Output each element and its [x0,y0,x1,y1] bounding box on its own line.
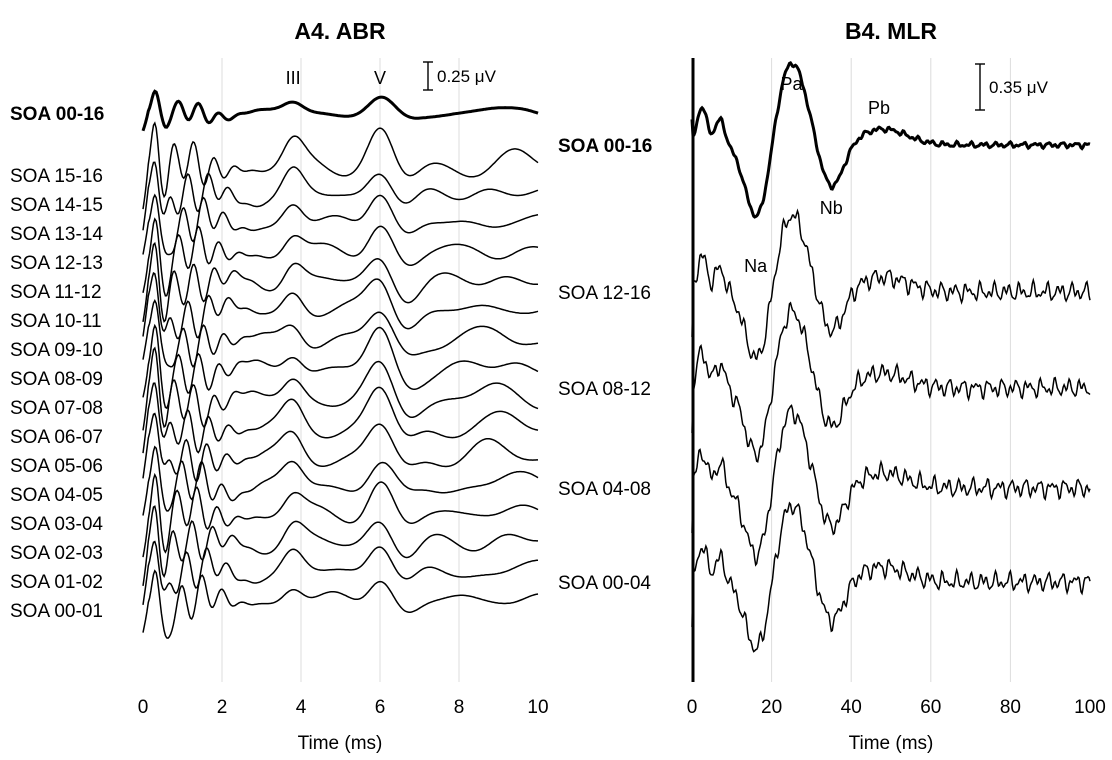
abr-traces [141,89,539,640]
mlr-scale-bar: 0.35 μV [975,63,1049,111]
abr-x-axis-label: Time (ms) [298,733,383,754]
abr-series-label: SOA 03-04 [10,514,103,535]
abr-trace [142,217,539,297]
mlr-trace [691,301,1091,463]
abr-x-tick-label: 10 [527,697,548,718]
mlr-x-tick-label: 40 [841,697,862,718]
abr-row-labels: SOA 00-16 SOA 15-16 SOA 14-15 SOA 13-14 SOA … [10,104,104,622]
abr-peak-label: V [374,68,386,88]
mlr-x-tick-label: 0 [687,697,698,718]
abr-x-ticks: 0 2 4 6 8 10 [138,697,549,718]
abr-series-label: SOA 14-15 [10,195,103,216]
abr-trace [142,241,539,323]
abr-series-label: SOA 15-16 [10,166,103,187]
mlr-series-label: SOA 00-04 [558,573,651,594]
mlr-title: B4. MLR [845,18,937,44]
mlr-peak-label: Pb [868,98,890,118]
mlr-trace [690,60,1091,219]
mlr-traces [690,58,1091,682]
abr-trace [142,272,539,340]
mlr-scale-label: 0.35 μV [989,78,1049,97]
abr-trace [142,193,539,256]
abr-scale-label: 0.25 μV [437,67,497,86]
abr-x-tick-label: 4 [296,697,307,718]
abr-series-label: SOA 02-03 [10,543,103,564]
abr-trace [142,505,538,587]
abr-series-label: SOA 08-09 [10,369,103,390]
abr-series-label: SOA 06-07 [10,427,103,448]
abr-trace [142,472,539,558]
abr-x-tick-label: 2 [217,697,228,718]
abr-trace [142,323,539,410]
abr-peak-labels: III V [286,68,386,88]
abr-series-label: SOA 12-13 [10,253,103,274]
abr-series-label: SOA 00-01 [10,601,103,622]
abr-grid [221,58,460,682]
mlr-x-tick-label: 80 [1000,697,1021,718]
mlr-peak-label: Pa [780,74,803,94]
mlr-series-label: SOA 04-08 [558,479,651,500]
mlr-x-ticks: 0 20 40 60 80 100 [687,697,1106,718]
abr-x-tick-label: 8 [454,697,465,718]
panel-abr: A4. ABR SOA 00-16 SOA 15-16 SOA 14-15 SOA 1… [10,18,549,754]
abr-trace [142,569,539,640]
abr-peak-label: III [286,68,301,88]
mlr-trace [691,208,1091,361]
abr-trace [141,89,539,132]
abr-trace [142,346,539,431]
abr-trace [142,298,539,368]
abr-scale-bar: 0.25 μV [423,61,497,91]
mlr-peak-labels: Na Pa Nb Pb [744,74,890,276]
mlr-x-tick-label: 100 [1074,697,1106,718]
abr-x-tick-label: 0 [138,697,149,718]
mlr-trace [691,501,1091,653]
mlr-peak-label: Nb [820,198,843,218]
mlr-row-labels: SOA 00-16 SOA 12-16 SOA 08-12 SOA 04-08 SOA … [558,136,652,594]
mlr-x-tick-label: 20 [761,697,782,718]
mlr-x-tick-label: 60 [920,697,941,718]
mlr-series-label: SOA 12-16 [558,283,651,304]
abr-series-label: SOA 04-05 [10,485,103,506]
mlr-series-label: SOA 00-16 [558,136,652,157]
abr-series-label: SOA 00-16 [10,104,104,125]
abr-series-label: SOA 09-10 [10,340,103,361]
abr-series-label: SOA 07-08 [10,398,103,419]
mlr-trace [691,404,1091,567]
abr-x-tick-label: 6 [375,697,386,718]
abr-series-label: SOA 05-06 [10,456,103,477]
abr-series-label: SOA 13-14 [10,224,103,245]
abr-series-label: SOA 01-02 [10,572,103,593]
abr-series-label: SOA 10-11 [10,311,102,332]
abr-title: A4. ABR [294,18,386,44]
mlr-series-label: SOA 08-12 [558,379,651,400]
mlr-peak-label: Na [744,256,768,276]
abr-trace [142,540,539,606]
abr-trace [142,382,539,454]
abr-trace [142,412,538,483]
abr-trace [142,161,539,231]
abr-trace [142,445,539,516]
abr-series-label: SOA 11-12 [10,282,102,303]
abr-trace [142,121,539,210]
mlr-x-axis-label: Time (ms) [849,733,934,754]
